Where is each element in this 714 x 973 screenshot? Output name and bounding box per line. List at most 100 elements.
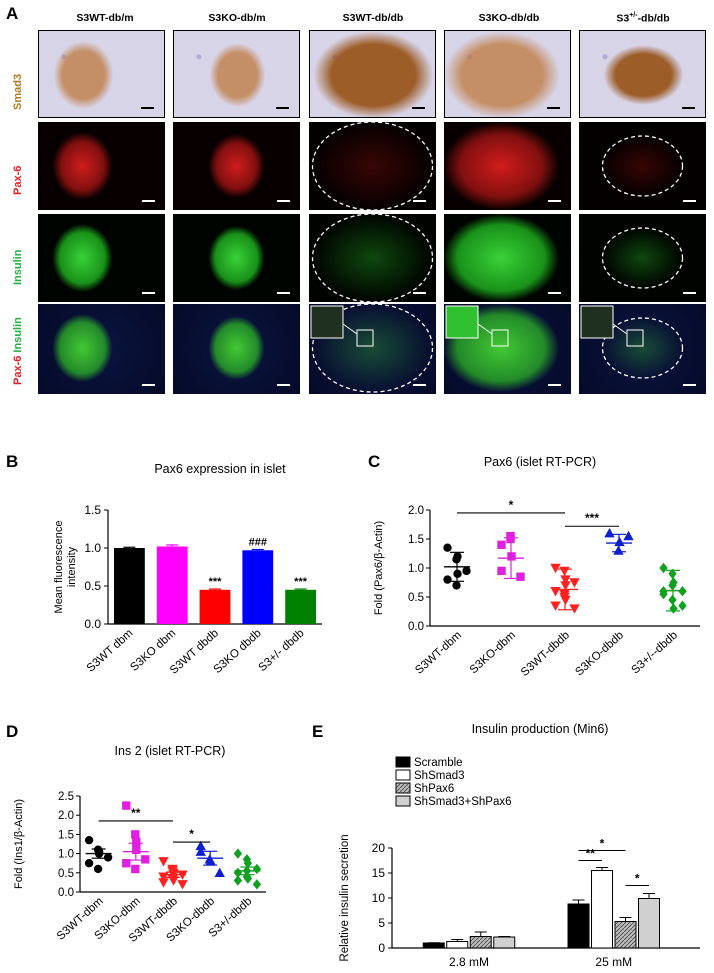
- data-point: [550, 587, 561, 597]
- scale-bar: [142, 292, 155, 294]
- bar-4: [638, 898, 661, 949]
- y-axis-label-line: intensity: [66, 546, 78, 587]
- bar-2: [156, 546, 188, 624]
- y-tick-label: 1.5: [84, 503, 101, 517]
- zoom-region-box: [626, 329, 644, 347]
- y-tick-label: 15: [372, 866, 386, 880]
- scale-bar: [413, 384, 426, 386]
- data-point: [214, 867, 225, 877]
- bar-1: [422, 942, 445, 949]
- row-label-merge: Pax-6 Insulin: [12, 317, 24, 385]
- data-point: [131, 830, 140, 839]
- legend-swatch-1: [395, 756, 411, 768]
- scale-bar: [277, 200, 290, 202]
- y-tick-label: 0.0: [84, 617, 101, 631]
- micrograph-merge-5: [579, 304, 706, 394]
- inset-connector: [342, 323, 358, 335]
- data-point: [84, 859, 94, 868]
- y-tick-label: 1.0: [408, 563, 424, 575]
- chart-e-title: Insulin production (Min6): [471, 722, 609, 736]
- data-point: [195, 846, 206, 856]
- micrograph-insulin-4: [444, 214, 571, 302]
- islet-outline-path: [601, 135, 684, 197]
- chart-c-title: Pax6 (islet RT-PCR): [483, 455, 597, 469]
- data-point: [93, 864, 103, 874]
- islet-outline: [601, 227, 684, 289]
- legend-swatch-2: [395, 769, 411, 781]
- significance-label: *: [509, 498, 514, 512]
- data-point: [177, 880, 188, 890]
- y-tick-label: 10: [372, 891, 386, 905]
- y-axis-label: Fold (Ins1/β-Actin): [13, 799, 25, 889]
- y-tick-label: 1.5: [58, 829, 74, 841]
- x-tick-label: S3WT dbm: [85, 627, 136, 674]
- data-point: [569, 578, 580, 588]
- chart-c: 0.0 0.5 1.0 1.5 2.0 Fold (Pax6/β-Actin) S3WT-d…: [373, 498, 700, 679]
- column-header-1: S3WT-db/m: [76, 12, 134, 24]
- data-point: [122, 801, 131, 810]
- data-point: [497, 566, 506, 576]
- data-point: [550, 601, 561, 611]
- data-point: [569, 604, 580, 614]
- column-header-4: S3KO-db/db: [478, 12, 540, 24]
- micrograph-pax6-4: [444, 122, 571, 210]
- scale-bar: [547, 107, 560, 109]
- scale-bar: [683, 200, 696, 202]
- scale-bar: [412, 107, 425, 109]
- data-point: [233, 875, 243, 886]
- x-category-label: 2.8 mM: [449, 955, 489, 969]
- scale-bar: [142, 384, 155, 386]
- x-category-label: 25 mM: [595, 955, 632, 969]
- bar-1: [567, 903, 590, 949]
- bar-3: [199, 589, 231, 624]
- x-tick-label: S3WT-dbm: [413, 629, 464, 676]
- y-tick-label: 2.0: [58, 810, 74, 822]
- inset-overlay: [310, 305, 374, 347]
- data-point: [158, 878, 169, 888]
- islet-outline-path: [601, 317, 684, 379]
- y-axis-label-line: Mean fluorescence: [53, 521, 65, 614]
- data-point: [452, 581, 461, 590]
- data-point: [252, 879, 262, 890]
- y-tick-label: 5: [378, 916, 385, 930]
- data-point: [462, 566, 471, 576]
- micrograph-pax6-2: [173, 122, 300, 210]
- y-tick-label: 2.5: [58, 791, 74, 803]
- islet-outline: [601, 317, 684, 379]
- data-point: [623, 530, 634, 541]
- micrograph-smad3-2: [173, 30, 300, 118]
- scale-bar: [276, 107, 289, 109]
- data-point: [158, 857, 169, 867]
- panel-b-letter: B: [6, 452, 19, 471]
- y-tick-label: 1.5: [408, 534, 424, 546]
- scale-bar: [413, 200, 426, 202]
- micrograph-smad3-5: [579, 30, 706, 118]
- micrograph-merge-4: [444, 304, 571, 394]
- panel-c-letter: C: [368, 452, 381, 471]
- data-point: [443, 543, 452, 552]
- legend-swatch-3: [395, 782, 411, 794]
- data-point: [233, 848, 243, 859]
- column-header-3: S3WT-db/db: [342, 12, 404, 24]
- micrograph-pax6-5: [579, 122, 706, 210]
- data-point: [516, 572, 525, 581]
- y-tick-label: 0.5: [84, 579, 101, 593]
- islet-outline-path: [311, 122, 434, 210]
- inset-overlay: [580, 305, 644, 347]
- data-point: [122, 859, 131, 868]
- legend-label-3: ShPax6: [414, 783, 454, 795]
- micrograph-insulin-1: [38, 214, 165, 302]
- significance-label: ***: [294, 576, 308, 588]
- micrograph-pax6-1: [38, 122, 165, 210]
- bar-2: [446, 941, 469, 949]
- bar-1: [113, 548, 145, 624]
- x-tick-label: S3KO-dbm: [468, 629, 518, 676]
- bar-4: [493, 936, 516, 949]
- data-point: [506, 531, 515, 541]
- data-point: [195, 840, 206, 851]
- scale-bar: [142, 200, 155, 202]
- bar-4: [242, 550, 274, 624]
- data-point: [252, 863, 262, 875]
- scale-bar: [548, 384, 561, 386]
